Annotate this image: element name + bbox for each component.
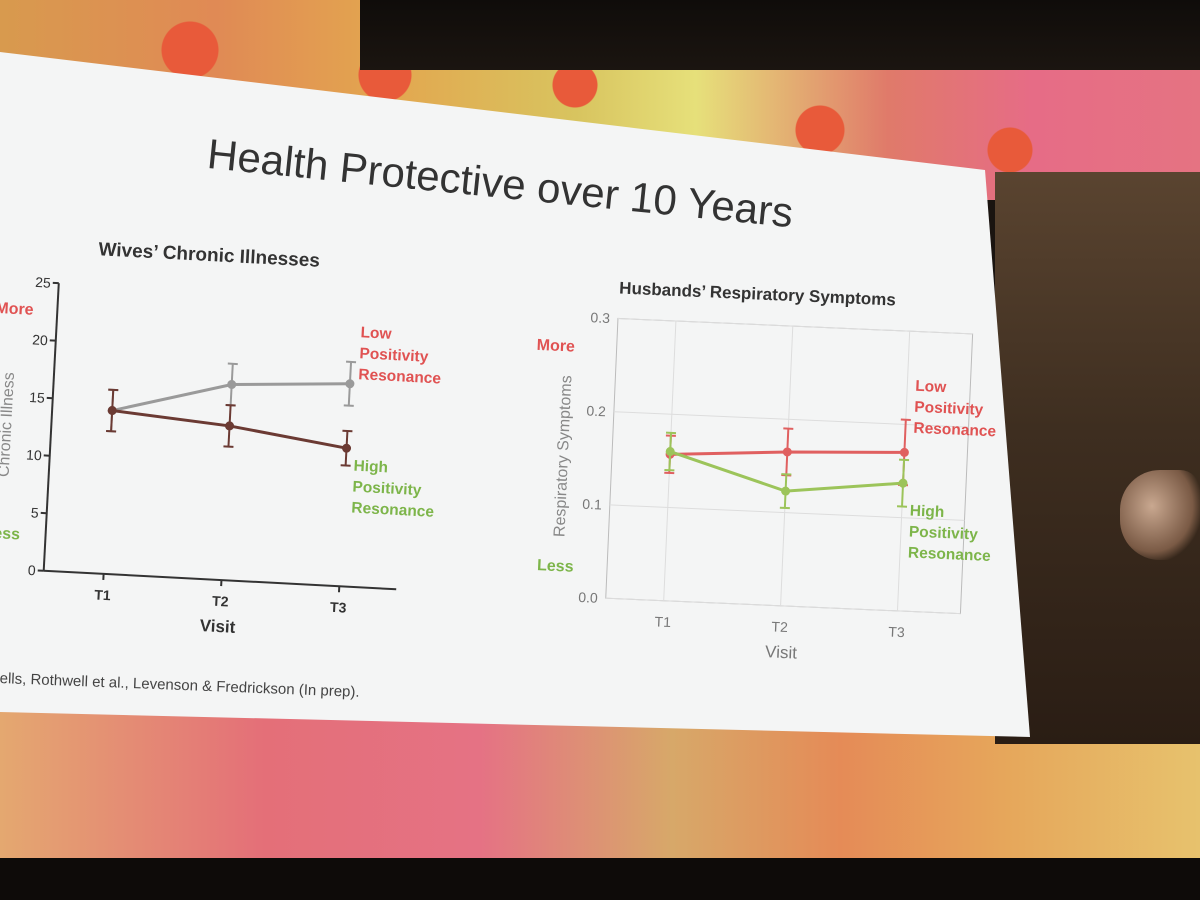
y-axis-line (42, 283, 60, 571)
y-axis-title: Chronic Illness (0, 372, 18, 478)
y-tick-label: 0.1 (582, 496, 602, 513)
y-tick-label: 0 (28, 562, 37, 578)
x-axis-line (43, 569, 397, 591)
data-point (345, 379, 355, 389)
y-tick-label: 20 (32, 331, 49, 348)
grid-line-y (613, 411, 969, 428)
series-label: High (353, 458, 388, 477)
series-label: Resonance (351, 500, 435, 521)
data-point (225, 421, 235, 431)
series-label: Positivity (909, 523, 979, 543)
data-point (342, 443, 352, 453)
error-cap (108, 388, 119, 392)
data-point (898, 478, 908, 488)
error-cap (106, 429, 117, 433)
error-cap (225, 403, 236, 407)
x-tick-label: T1 (654, 613, 671, 630)
more-label: More (0, 300, 34, 319)
data-point (781, 486, 791, 496)
plot-frame (605, 317, 974, 615)
error-cap (340, 464, 351, 467)
y-tick-label: 15 (29, 389, 46, 406)
series-label: Resonance (913, 420, 997, 441)
series-label: Resonance (358, 366, 442, 387)
data-point (782, 447, 792, 457)
series-label: High (909, 503, 944, 521)
x-tick-label: T2 (212, 593, 229, 610)
grid-line-y (617, 317, 973, 335)
data-point (665, 447, 675, 457)
y-tick-label: 25 (35, 274, 52, 291)
husbands-chart-svg: Husbands’ Respiratory Symptoms 0.0 0.1 0.2 0… (536, 278, 997, 662)
error-cap (227, 362, 238, 366)
slide (0, 52, 1030, 737)
wives-chart: Wives’ Chronic Illnesses 0 5 10 15 20 25 T1 T2 T3… (0, 220, 479, 675)
y-tick-label: 10 (26, 447, 43, 464)
error-cap (346, 360, 357, 364)
x-tick-label: T2 (771, 618, 788, 635)
error-cap (343, 404, 354, 407)
series-label: Positivity (914, 399, 984, 419)
data-point (227, 380, 237, 390)
chart-title: Wives’ Chronic Illnesses (98, 239, 320, 272)
x-axis-title: Visit (765, 642, 798, 662)
husbands-chart: Husbands’ Respiratory Symptoms 0.0 0.1 0.2 0… (522, 270, 1009, 700)
error-cap (223, 445, 234, 448)
speaker-video-panel (995, 172, 1200, 744)
x-tick-label: T3 (330, 599, 347, 616)
series-label: Low (915, 378, 948, 396)
error-cap (342, 429, 353, 433)
data-point (899, 447, 909, 457)
data-point (107, 406, 117, 416)
y-tick-label: 0.3 (590, 309, 610, 326)
series-label: Positivity (352, 479, 422, 500)
speaker-hand (1120, 470, 1200, 560)
y-tick-label: 0.0 (578, 589, 598, 606)
grid-line-y (605, 597, 961, 615)
x-tick-label: T3 (888, 624, 905, 641)
less-label: Less (537, 557, 574, 576)
chart-title: Husbands’ Respiratory Symptoms (619, 278, 896, 309)
wives-chart-svg: Wives’ Chronic Illnesses 0 5 10 15 20 25 T1 T2 T3… (0, 239, 442, 637)
series-label: Low (360, 324, 393, 343)
series-label: Resonance (908, 544, 992, 565)
y-axis-title: Respiratory Symptoms (551, 375, 575, 537)
y-tick-label: 0.2 (586, 403, 606, 420)
x-axis-title: Visit (199, 616, 236, 637)
grid-line-y (609, 504, 965, 521)
dark-floor (0, 858, 1200, 900)
less-label: Less (0, 525, 21, 544)
y-tick-label: 5 (31, 504, 40, 520)
x-tick-label: T1 (94, 586, 111, 603)
more-label: More (536, 337, 575, 356)
dark-ceiling (360, 0, 1200, 70)
series-label: Positivity (359, 345, 429, 366)
